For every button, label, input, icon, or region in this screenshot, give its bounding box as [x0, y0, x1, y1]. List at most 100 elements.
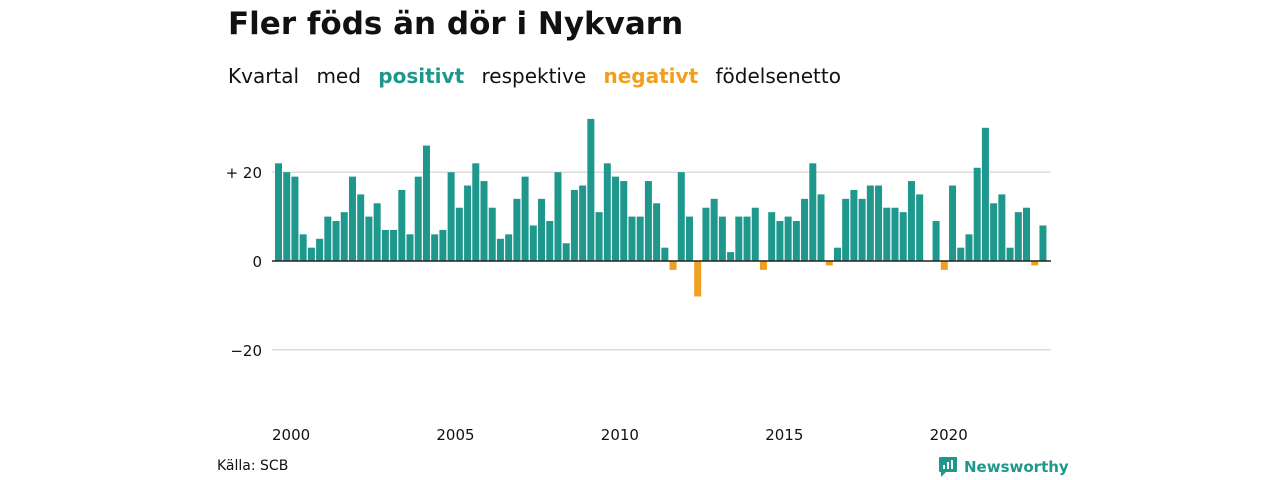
bar-57: [743, 216, 751, 261]
bar-67: [825, 261, 833, 266]
bar-50: [686, 216, 693, 261]
bar-38: [587, 118, 595, 261]
bar-91: [1023, 207, 1031, 261]
bar-47: [661, 247, 669, 261]
bar-76: [899, 212, 907, 261]
bar-34: [554, 172, 562, 261]
bar-42: [620, 181, 628, 261]
brand-logo[interactable]: Newsworthy: [938, 456, 1069, 478]
bar-10: [357, 194, 365, 261]
bar-80: [932, 221, 940, 261]
bar-26: [488, 207, 496, 261]
bar-4: [307, 247, 315, 261]
bar-58: [751, 207, 759, 261]
bar-93: [1039, 225, 1047, 261]
bar-30: [521, 176, 529, 261]
y-tick-label: −20: [230, 342, 262, 360]
bar-70: [850, 189, 858, 261]
bar-9: [348, 176, 356, 261]
subtitle-word-med: med: [316, 64, 361, 88]
subtitle-word-fodelsenetto: födelsenetto: [715, 64, 841, 88]
bar-84: [965, 234, 973, 261]
bar-27: [496, 238, 504, 261]
bar-69: [842, 198, 850, 261]
bar-32: [538, 198, 546, 261]
bars: [275, 118, 1047, 297]
source-note: Källa: SCB: [217, 458, 289, 474]
bar-8: [340, 212, 348, 261]
bar-75: [891, 207, 899, 261]
bar-60: [768, 212, 776, 261]
bar-24: [472, 163, 480, 261]
bar-16: [406, 234, 414, 261]
bar-13: [381, 229, 389, 261]
bar-89: [1006, 247, 1014, 261]
bar-61: [776, 221, 784, 261]
bar-19: [431, 234, 439, 261]
bar-73: [875, 185, 883, 261]
bar-36: [570, 189, 578, 261]
y-tick-label: + 20: [226, 164, 262, 182]
bar-88: [998, 194, 1006, 261]
bar-68: [833, 247, 841, 261]
bar-33: [546, 221, 554, 261]
bar-40: [603, 163, 611, 261]
x-tick-label: 2020: [930, 426, 968, 444]
bar-3: [299, 234, 307, 261]
bar-28: [505, 234, 513, 261]
bar-59: [759, 261, 767, 270]
bar-82: [949, 185, 957, 261]
bar-92: [1031, 261, 1039, 266]
bar-56: [735, 216, 743, 261]
bar-90: [1014, 212, 1022, 261]
bar-64: [801, 198, 809, 261]
bar-25: [480, 181, 488, 261]
bar-43: [628, 216, 636, 261]
y-tick-label: 0: [252, 253, 262, 271]
bar-35: [562, 243, 570, 261]
bar-52: [702, 207, 710, 261]
bar-6: [324, 216, 332, 261]
brand-name: Newsworthy: [964, 458, 1069, 476]
bar-29: [513, 198, 521, 261]
subtitle-word-respektive: respektive: [481, 64, 587, 88]
grid-lines: [272, 171, 1051, 351]
bar-31: [529, 225, 537, 261]
bar-51: [694, 261, 702, 297]
bar-45: [644, 181, 652, 261]
bar-11: [365, 216, 373, 261]
bar-39: [595, 212, 603, 261]
bar-53: [710, 198, 718, 261]
bar-63: [792, 221, 800, 261]
bar-72: [866, 185, 874, 261]
subtitle-word-kvartal: Kvartal: [228, 64, 300, 88]
bar-12: [373, 203, 381, 261]
bar-87: [990, 203, 998, 261]
bar-17: [414, 176, 422, 261]
bar-15: [398, 189, 406, 261]
chart-subtitle: Kvartal med positivt respektive negativt…: [228, 64, 852, 88]
x-tick-label: 2010: [601, 426, 639, 444]
bar-66: [817, 194, 825, 261]
bar-23: [464, 185, 472, 261]
bar-2: [291, 176, 299, 261]
bar-86: [981, 127, 989, 261]
bar-20: [439, 229, 447, 261]
bar-78: [916, 194, 924, 261]
bar-41: [612, 176, 620, 261]
bar-85: [973, 167, 981, 261]
bar-65: [809, 163, 817, 261]
bar-37: [579, 185, 587, 261]
bar-62: [784, 216, 792, 261]
bar-83: [957, 247, 965, 261]
x-tick-label: 2015: [765, 426, 803, 444]
bar-71: [858, 198, 866, 261]
newsworthy-logo-icon: [939, 457, 957, 477]
bar-55: [727, 252, 735, 261]
axis-labels: + 20 0 −20 2000 2005 2010 2015 2020: [226, 164, 1051, 444]
bar-18: [422, 145, 430, 261]
bar-44: [636, 216, 644, 261]
bar-14: [390, 229, 398, 261]
bar-49: [677, 172, 685, 261]
